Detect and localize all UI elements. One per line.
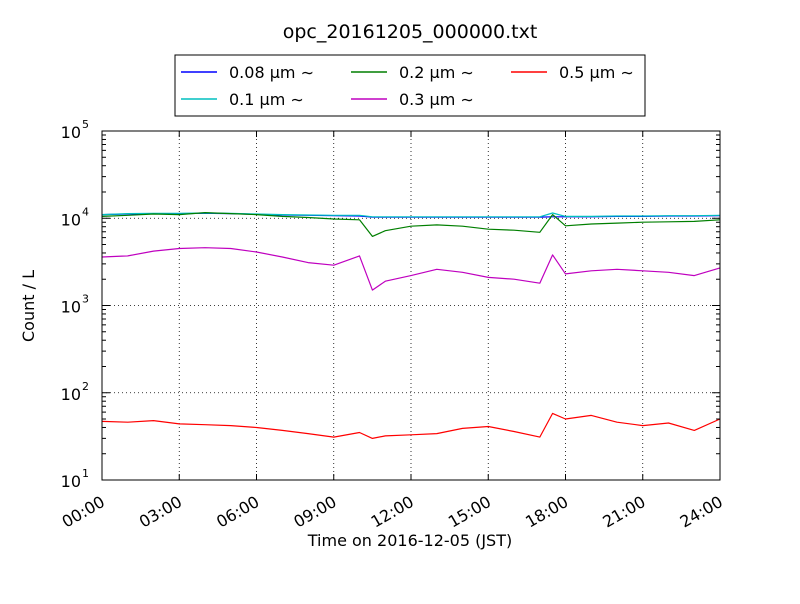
x-tick-label: 06:00 — [213, 492, 262, 532]
legend-label: 0.3 μm ∼ — [399, 90, 474, 109]
legend-label: 0.2 μm ∼ — [399, 63, 474, 82]
legend-entry: 0.2 μm ∼ — [351, 63, 474, 82]
legend-entry: 0.3 μm ∼ — [351, 90, 474, 109]
y-tick-label: 10 4 — [61, 205, 89, 229]
legend: 0.08 μm ∼ 0.1 μm ∼ 0.2 μm ∼ 0.3 μm ∼ 0.5 μm … — [174, 54, 646, 117]
y-tick-exponent: 3 — [82, 293, 89, 306]
legend-label: 0.08 μm ∼ — [229, 63, 314, 82]
legend-entry: 0.08 μm ∼ — [181, 63, 314, 82]
y-tick-exponent: 1 — [82, 467, 89, 480]
y-tick-base: 10 — [61, 472, 81, 491]
x-axis-title: Time on 2016-12-05 (JST) — [307, 531, 512, 550]
legend-label: 0.1 μm ∼ — [229, 90, 304, 109]
y-tick-base: 10 — [61, 210, 81, 229]
legend-entry: 0.1 μm ∼ — [181, 90, 304, 109]
x-tick-label: 03:00 — [136, 492, 185, 532]
x-tick-label: 24:00 — [677, 492, 726, 532]
x-tick-label: 18:00 — [522, 492, 571, 532]
legend-label: 0.5 μm ∼ — [559, 63, 634, 82]
series-line — [101, 212, 721, 237]
y-tick-label: 10 3 — [61, 293, 89, 317]
y-tick-label: 10 1 — [61, 467, 89, 491]
y-axis-title: Count / L — [19, 270, 38, 342]
x-tick-label: 09:00 — [290, 492, 339, 532]
x-tick-label: 21:00 — [599, 492, 648, 532]
x-tick-label: 15:00 — [445, 492, 494, 532]
y-tick-base: 10 — [61, 123, 81, 142]
y-tick-base: 10 — [61, 385, 81, 404]
y-tick-label: 10 2 — [61, 380, 89, 404]
legend-box — [174, 54, 646, 117]
data-series — [101, 212, 721, 439]
x-tick-label: 12:00 — [368, 492, 417, 532]
y-tick-label: 10 5 — [61, 118, 89, 142]
series-line — [101, 412, 721, 439]
y-tick-exponent: 2 — [82, 380, 89, 393]
y-tick-exponent: 5 — [82, 118, 89, 131]
legend-entry: 0.5 μm ∼ — [511, 63, 634, 82]
chart-title: opc_20161205_000000.txt — [283, 21, 538, 43]
y-tick-base: 10 — [61, 298, 81, 317]
y-tick-exponent: 4 — [82, 205, 89, 218]
series-line — [101, 247, 721, 291]
x-tick-label: 00:00 — [59, 492, 108, 532]
grid-lines — [102, 131, 720, 480]
